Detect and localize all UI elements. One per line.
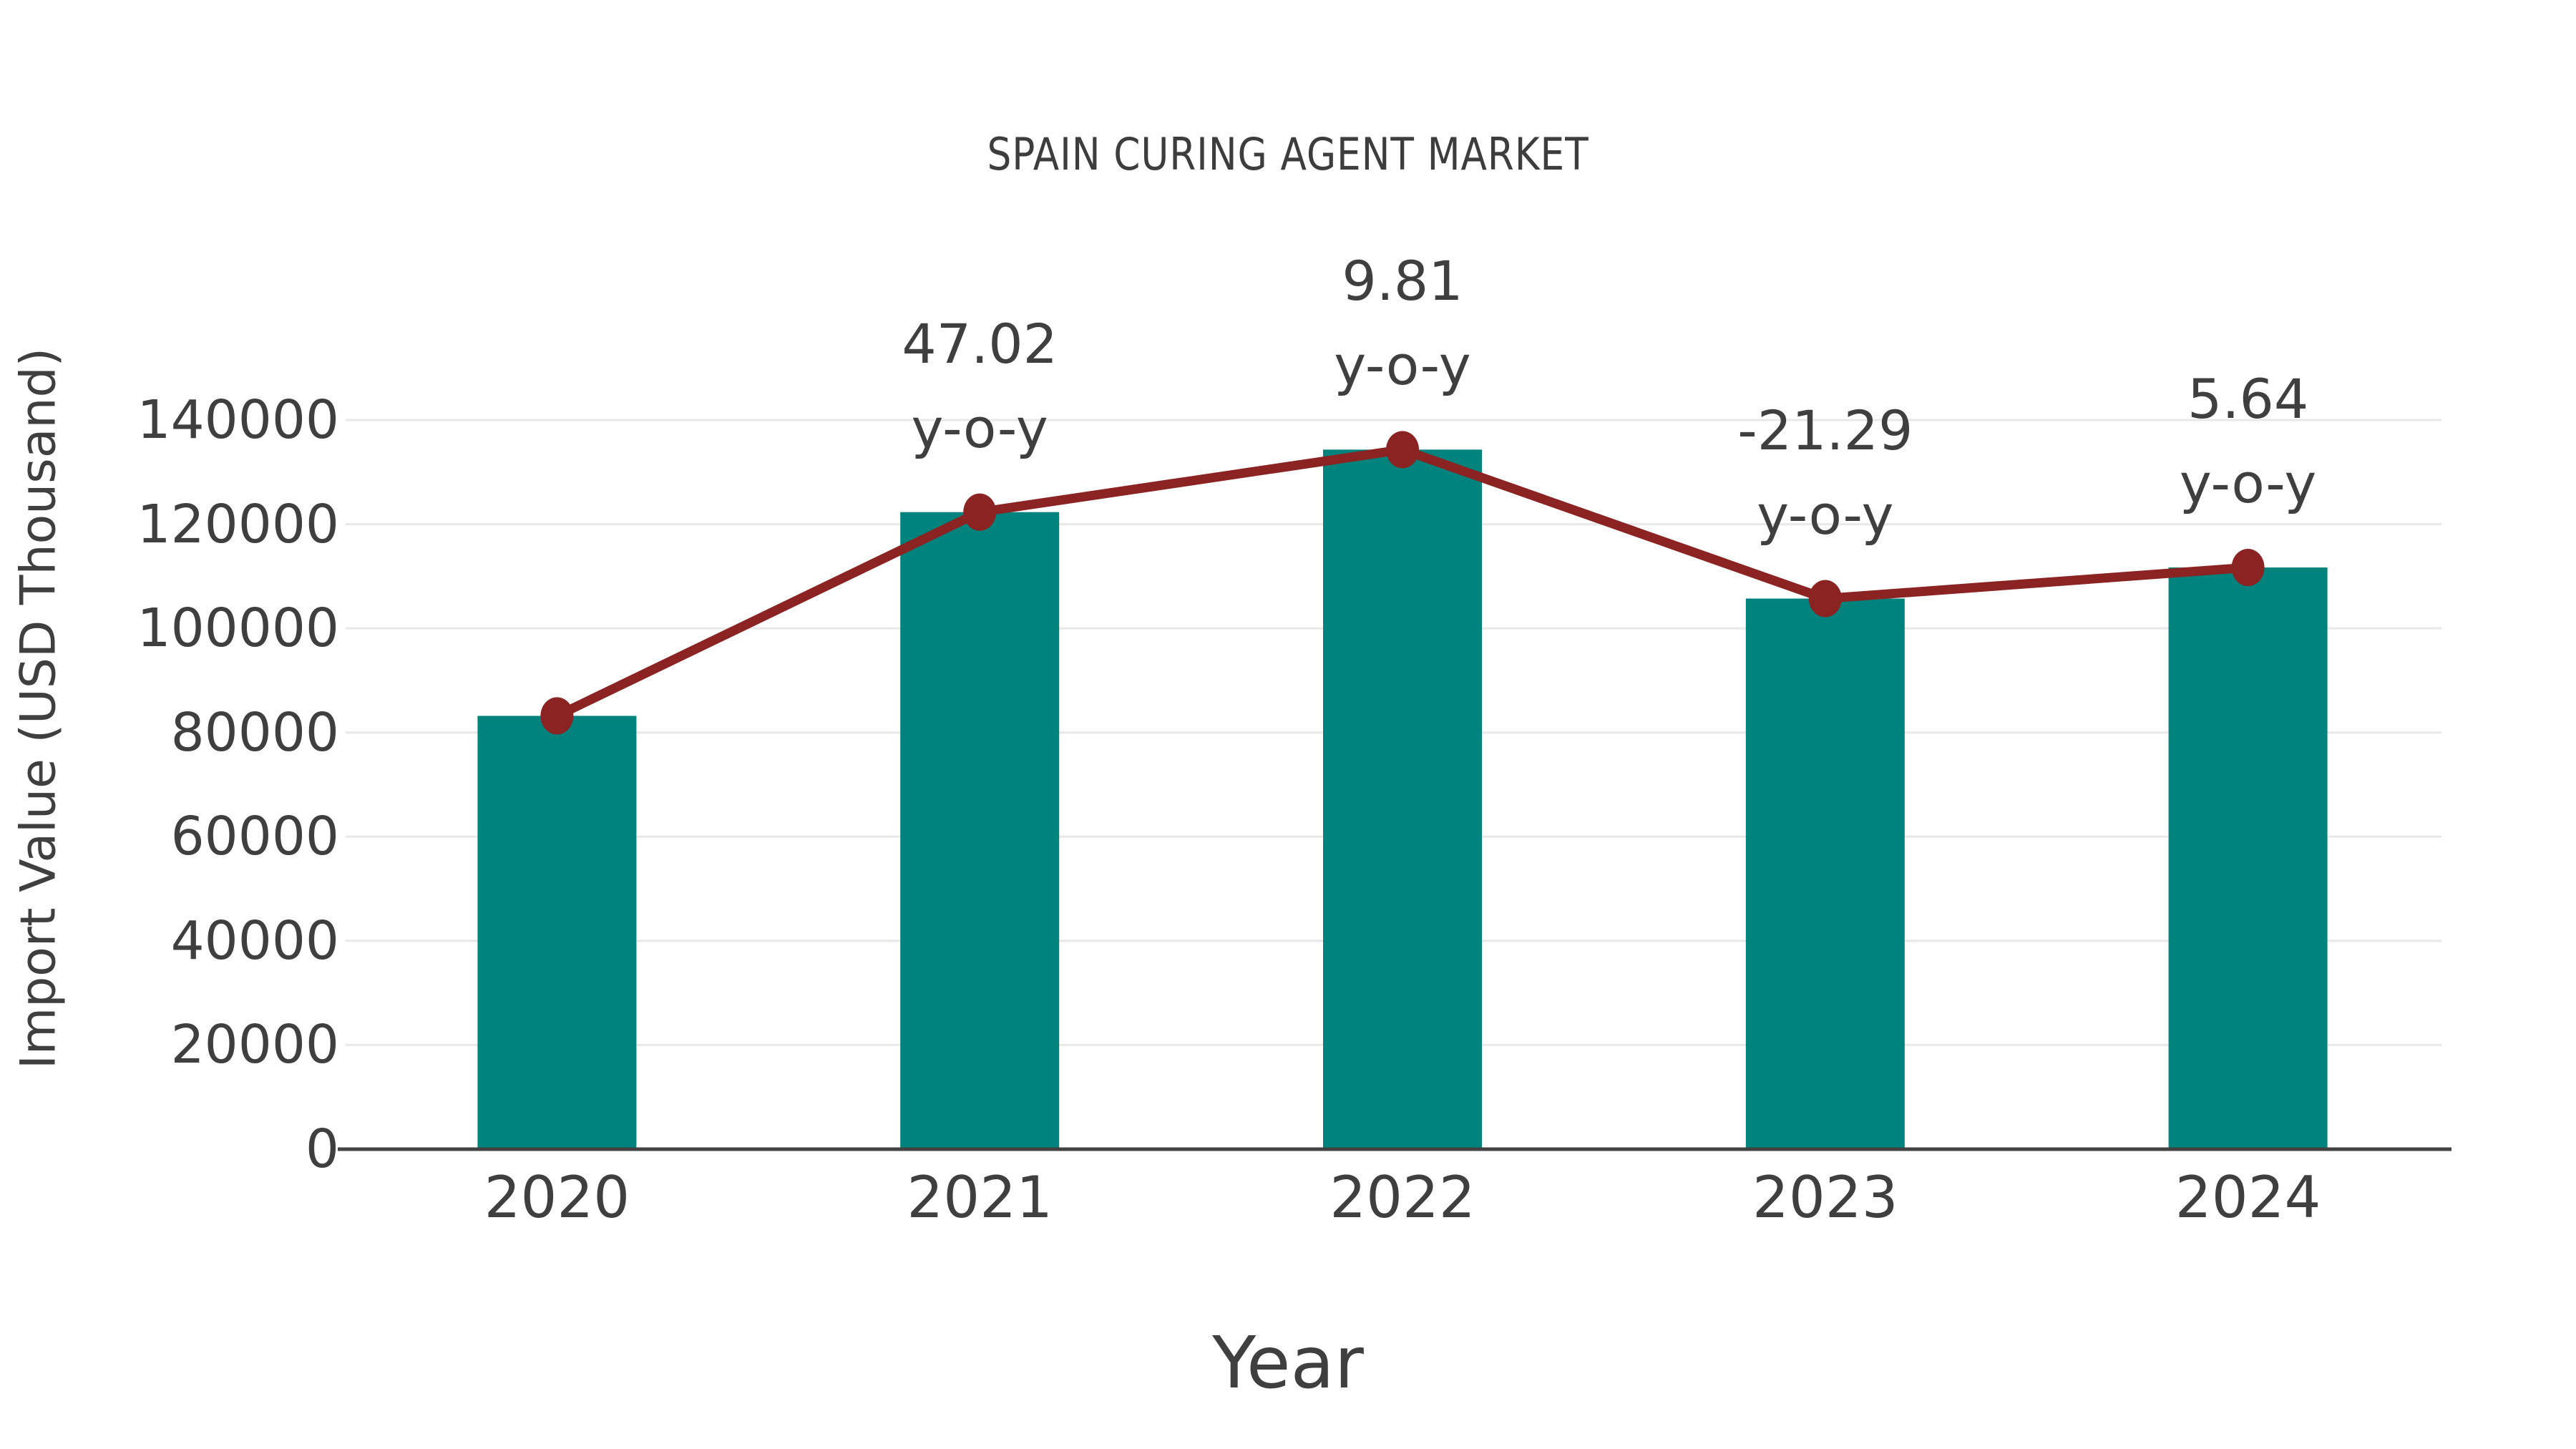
marker-2023 <box>1808 580 1842 618</box>
y-tick-label: 20000 <box>170 1014 339 1076</box>
yoy-value-label: 47.02 <box>902 311 1058 376</box>
yoy-unit-label: y-o-y <box>1334 333 1471 398</box>
y-axis-title: Import Value (USD Thousand) <box>10 347 67 1070</box>
yoy-annotation-2023: -21.29 y-o-y <box>1737 389 1913 557</box>
yoy-value-label: 9.81 <box>1342 249 1463 313</box>
yoy-unit-label: y-o-y <box>911 396 1048 460</box>
marker-2020 <box>540 697 574 735</box>
yoy-annotation-2022: 9.81 y-o-y <box>1334 239 1470 408</box>
marker-2024 <box>2231 549 2265 587</box>
bar-2021 <box>900 512 1060 1149</box>
yoy-annotation-2024: 5.64 y-o-y <box>2180 357 2316 526</box>
yoy-unit-label: y-o-y <box>2179 452 2317 516</box>
x-axis-title: Year <box>1212 1321 1364 1405</box>
y-tick-label: 140000 <box>137 389 340 451</box>
chart-title: SPAIN CURING AGENT MARKET <box>987 128 1589 180</box>
bar-2024 <box>2168 567 2328 1149</box>
x-tick-label: 2021 <box>907 1164 1053 1231</box>
marker-2022 <box>1386 431 1419 469</box>
y-tick-label: 40000 <box>170 909 339 972</box>
yoy-annotation-2021: 47.02 y-o-y <box>902 302 1058 471</box>
yoy-value-label: -21.29 <box>1737 398 1913 462</box>
y-tick-label: 80000 <box>170 701 339 763</box>
x-tick-label: 2020 <box>484 1164 630 1231</box>
bar-2020 <box>477 716 637 1149</box>
x-tick-label: 2022 <box>1330 1164 1475 1231</box>
marker-2021 <box>963 493 997 531</box>
x-tick-label: 2023 <box>1752 1164 1898 1231</box>
x-tick-label: 2024 <box>2175 1164 2321 1231</box>
y-tick-label: 60000 <box>170 806 339 868</box>
y-tick-label: 120000 <box>137 493 340 555</box>
yoy-value-label: 5.64 <box>2187 367 2309 431</box>
y-tick-label: 0 <box>305 1118 339 1180</box>
bar-2023 <box>1745 598 1905 1149</box>
yoy-unit-label: y-o-y <box>1757 482 1894 547</box>
y-tick-label: 100000 <box>137 597 340 660</box>
bar-2022 <box>1323 449 1482 1149</box>
